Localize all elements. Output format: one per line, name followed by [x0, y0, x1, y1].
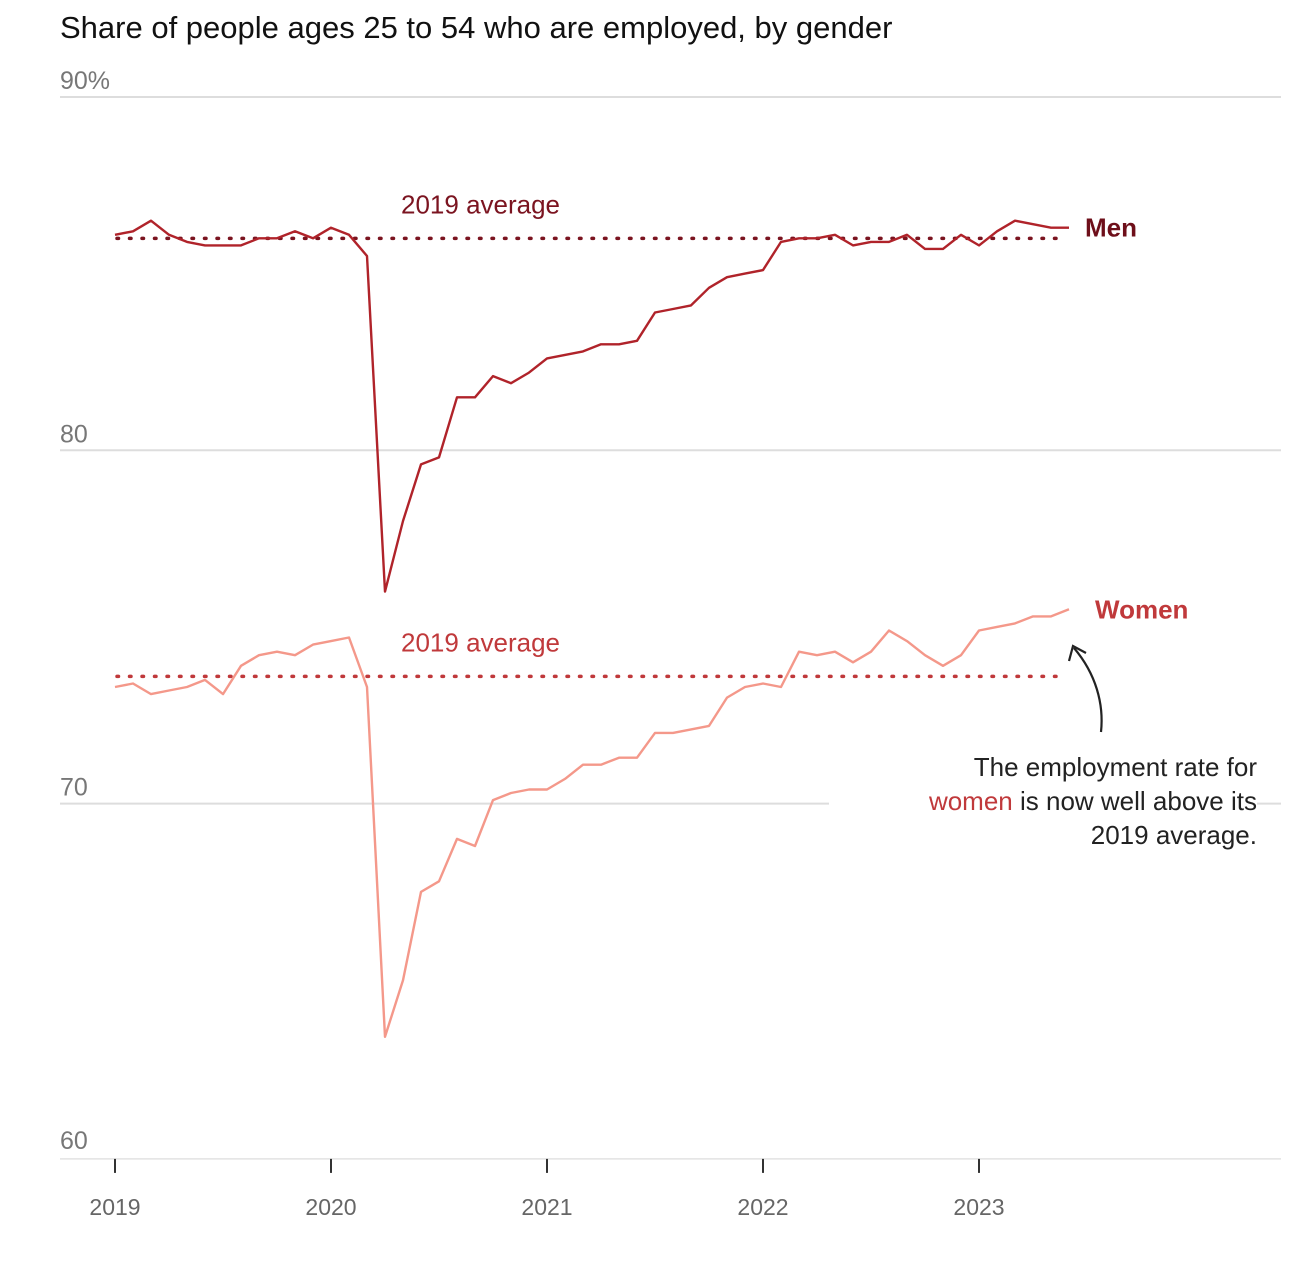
chart-title: Share of people ages 25 to 54 who are em… — [60, 10, 893, 45]
series-line-men — [114, 219, 1069, 593]
x-tick-label: 2023 — [953, 1194, 1004, 1220]
x-tick-label: 2020 — [305, 1194, 356, 1220]
annotation-arrow-line — [1073, 647, 1103, 733]
grid-layer — [60, 96, 1281, 805]
annotation-note: The employment rate for women is now wel… — [829, 750, 1257, 852]
series-line-women — [114, 608, 1070, 1039]
y-tick-label: 60 — [60, 1127, 88, 1155]
x-tick-label: 2019 — [89, 1194, 140, 1220]
y-tick-label: 80 — [60, 420, 88, 448]
series-label-men: Men — [1085, 213, 1137, 243]
x-axis: 2019 2020 2021 2022 2023 — [60, 1158, 1281, 1220]
annotation-line3: 2019 average. — [1090, 820, 1257, 850]
x-tick-label: 2021 — [521, 1194, 572, 1220]
average-label-women: 2019 average — [401, 627, 560, 657]
x-tick-label: 2022 — [737, 1194, 788, 1220]
annotation-highlight: women — [928, 786, 1013, 816]
series-label-women: Women — [1095, 594, 1188, 624]
series-lines — [114, 219, 1070, 1039]
chart-labels: 90% 80 70 60 2019 average 2019 average Men Wome… — [60, 67, 1188, 1155]
annotation-line1: The employment rate for — [973, 752, 1257, 782]
annotation-line2: is now well above its — [1012, 786, 1257, 816]
y-tick-label: 70 — [60, 774, 88, 802]
annotation-arrow — [1067, 644, 1103, 733]
y-tick-label: 90% — [60, 67, 110, 95]
average-label-men: 2019 average — [401, 189, 560, 219]
annotation-arrow-head — [1067, 644, 1087, 662]
reference-lines — [115, 236, 1065, 679]
